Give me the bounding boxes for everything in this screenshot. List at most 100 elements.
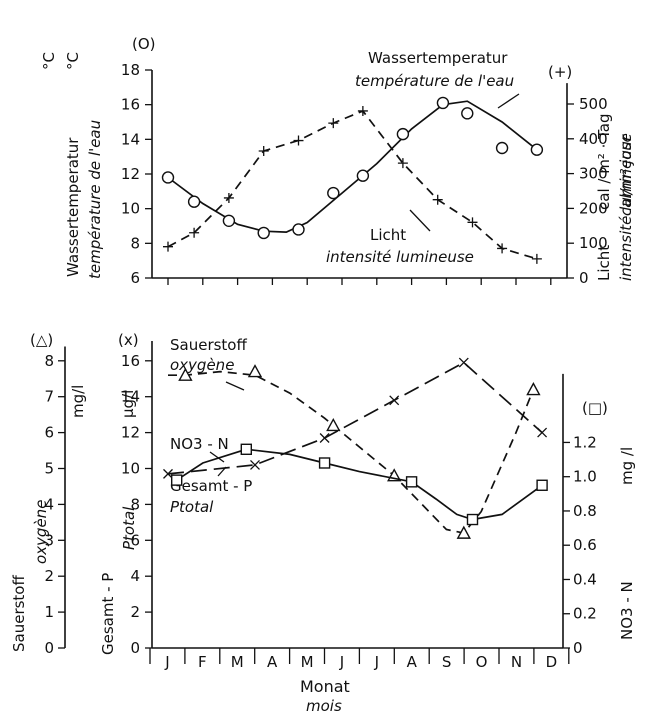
top-left-tick-label: 10 (121, 200, 140, 218)
oxygen-tick-label: 8 (44, 352, 54, 370)
light-leader-line (409, 209, 431, 232)
top-left-tick-label: 12 (121, 165, 140, 183)
light-intensity-point (497, 243, 508, 254)
top-right-tick-label: 300 (579, 165, 608, 183)
light-intensity-point (163, 241, 173, 252)
top-left-unit-2: °C (64, 52, 82, 70)
oxygen-tick-label: 7 (44, 388, 54, 406)
top-left-tick-label: 18 (121, 61, 140, 79)
oxygen-tick-label: 0 (44, 639, 54, 657)
oxygen-tick-label: 1 (44, 603, 54, 621)
nitrate-annotation: NO3 - N (170, 435, 229, 453)
phosphorus-tick-label: 14 (121, 388, 140, 406)
light-intensity-point (328, 118, 339, 129)
nitrate-point (536, 479, 548, 491)
oxygen-point (456, 525, 471, 539)
light-annotation-fr: intensité lumineuse (326, 248, 474, 266)
top-left-unit-1: °C (40, 52, 58, 70)
top-left-tick-label: 6 (130, 269, 140, 287)
phosphorus-axis-label-de: Gesamt - P (99, 573, 117, 655)
phosphorus-tick-label: 12 (121, 424, 140, 442)
phosphorus-tick-label: 16 (121, 352, 140, 370)
top-left-tick-label: 14 (121, 130, 140, 148)
water-temperature-point (222, 214, 236, 228)
top-left-axis-label-fr: température de l'eau (86, 120, 104, 279)
phosphorus-point (537, 427, 548, 438)
phosphorus-tick-label: 10 (121, 460, 140, 478)
light-annotation-de: Licht (370, 226, 406, 244)
oxygen-axis-label-de: Sauerstoff (10, 575, 28, 652)
nitrate-point (170, 474, 183, 486)
oxygen-tick-label: 3 (44, 531, 54, 549)
water-temperature-line (167, 100, 538, 233)
water-temperature-point (257, 226, 270, 240)
nitrate-point (466, 513, 479, 526)
month-label: O (476, 653, 488, 671)
phosphorus-annotation-fr: Ptotal (170, 498, 214, 516)
phosphorus-annotation-de: Gesamt - P (170, 477, 252, 495)
phosphorus-tick-label: 2 (130, 603, 140, 621)
nitrate-units: mg /l (618, 447, 636, 485)
phosphorus-point (319, 433, 330, 443)
light-intensity-point (258, 145, 269, 156)
top-left-tick-label: 8 (130, 234, 140, 252)
phosphorus-point (458, 357, 469, 368)
month-label: S (442, 653, 452, 671)
top-right-axis-label-fr: intensité lumineuse (617, 133, 635, 281)
chart-marks: 6810121416180100200300400500012345678024… (44, 61, 607, 671)
top-right-marker-label: (+) (548, 63, 572, 81)
water-temperature-point (495, 141, 509, 155)
x-axis-label-de: Monat (300, 677, 350, 696)
nitrate-tick-label: 0.4 (573, 570, 597, 588)
oxygen-leader-line (225, 381, 245, 391)
month-label: D (546, 653, 558, 671)
oxygen-annotation-de: Sauerstoff (170, 336, 247, 354)
water-temp-leader-line (497, 93, 520, 109)
water-temperature-point (187, 195, 201, 208)
month-label: A (407, 653, 418, 671)
bottom-oxygen-marker-label: (△) (30, 331, 53, 349)
top-right-tick-label: 200 (579, 199, 608, 217)
month-label: J (374, 653, 379, 671)
nitrate-tick-label: 0.6 (573, 536, 597, 554)
month-label: M (301, 653, 314, 671)
water-temperature-point (161, 171, 175, 184)
light-intensity-point (293, 135, 304, 146)
oxygen-point (247, 364, 263, 378)
water-temperature-point (396, 127, 410, 141)
light-intensity-point (189, 227, 200, 238)
month-label: F (198, 653, 207, 671)
phosphorus-tick-label: 4 (130, 567, 140, 585)
oxygen-point (526, 382, 541, 396)
phosphorus-point (250, 459, 260, 470)
nitrate-point (405, 476, 418, 488)
light-intensity-point (467, 217, 478, 228)
bottom-nitrate-marker-label: (□) (582, 399, 608, 417)
water-temperature-point (327, 186, 340, 200)
month-label: J (339, 653, 344, 671)
phosphorus-tick-label: 0 (130, 639, 140, 657)
light-intensity-point (531, 253, 542, 264)
top-right-axis-label-de: Licht (595, 245, 613, 281)
phosphorus-axis-label-fr: Ptotal (120, 506, 138, 550)
water-temp-annotation-fr: température de l'eau (355, 72, 514, 90)
nitrate-tick-label: 1.2 (573, 433, 597, 451)
oxygen-units: mg/l (69, 385, 87, 418)
month-label: J (164, 653, 169, 671)
oxygen-axis-label-fr: oxygène (32, 500, 50, 564)
month-label: M (231, 653, 244, 671)
top-right-tick-label: 400 (579, 130, 608, 148)
top-right-axis-units-de: cal / m² · Tag (595, 113, 613, 210)
water-temperature-point (530, 143, 544, 156)
top-right-axis-units-fr: cal/m²·jour (617, 134, 635, 216)
nitrate-point (240, 443, 253, 455)
bottom-phosphorus-marker-label: (x) (118, 331, 139, 349)
top-left-marker-label: (O) (132, 35, 156, 53)
phosphorus-tick-label: 6 (130, 531, 140, 549)
nitrate-tick-label: 1.0 (573, 468, 597, 486)
oxygen-tick-label: 5 (44, 460, 54, 478)
oxygen-line (168, 370, 535, 535)
nitrate-axis-label: NO3 - N (618, 581, 636, 640)
